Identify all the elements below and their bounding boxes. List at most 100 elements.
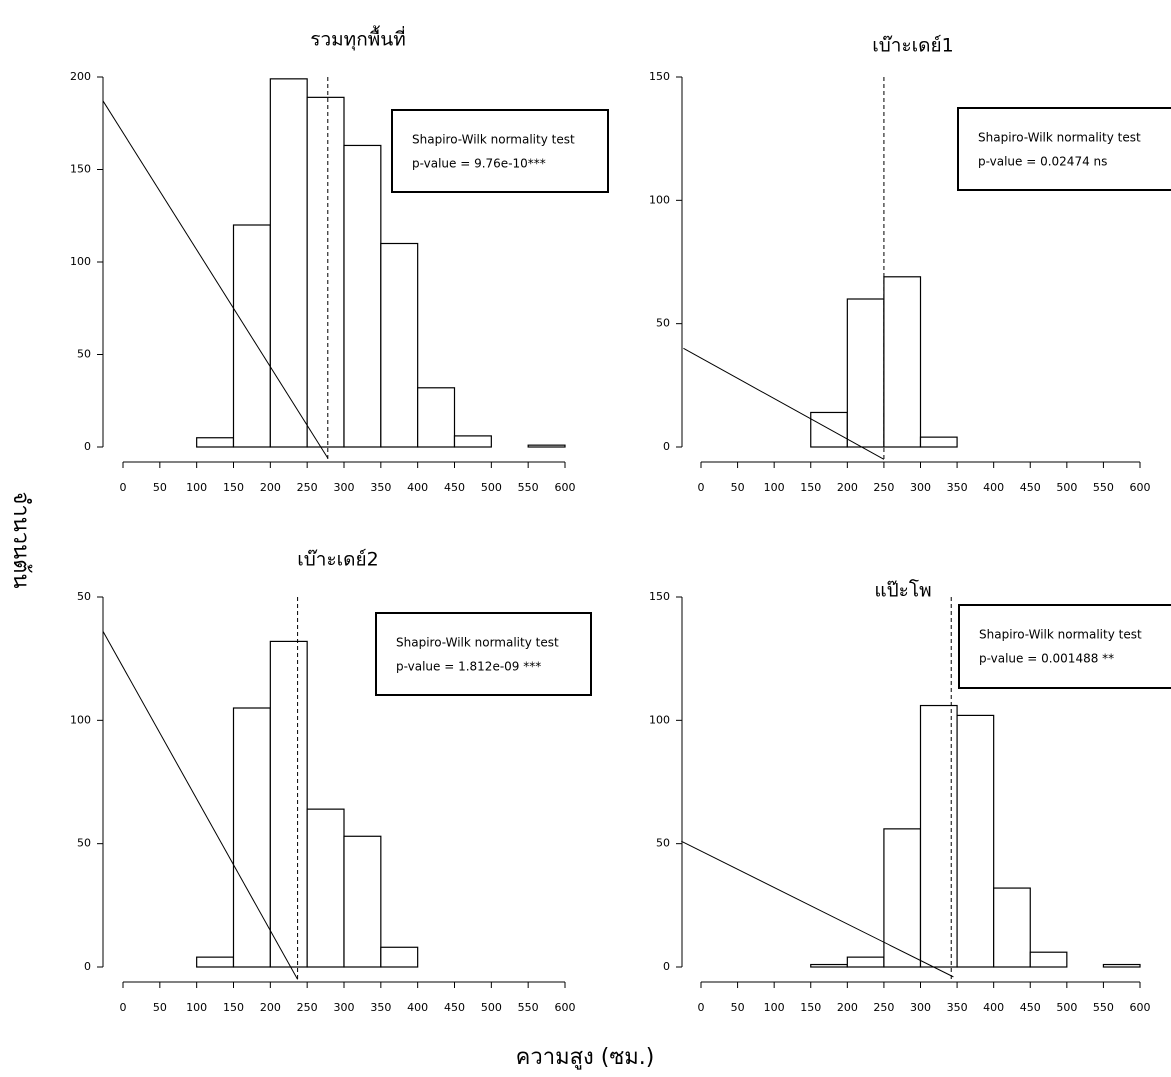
fit-line: [683, 347, 885, 460]
bar: [846, 298, 885, 448]
x-tick-label: 300: [334, 481, 355, 494]
x-tick-label: 450: [1020, 481, 1041, 494]
y-tick-label: 50: [77, 348, 91, 361]
annotation-text: p-value = 0.001488 **: [979, 652, 1114, 666]
bar: [883, 828, 922, 968]
y-tick-label: 0: [663, 960, 670, 973]
annotation-text: p-value = 9.76e-10***: [412, 157, 546, 171]
y-tick-label: 50: [656, 837, 670, 850]
x-tick-label: 0: [120, 481, 127, 494]
chart-title: เบ๊าะเดย์1: [872, 35, 953, 57]
annotation-box: [391, 109, 609, 193]
x-tick-label: 200: [837, 481, 858, 494]
annotation-text: Shapiro-Wilk normality test: [412, 133, 575, 147]
bar: [306, 808, 345, 968]
x-tick-label: 600: [1130, 481, 1151, 494]
annotation-text: Shapiro-Wilk normality test: [396, 636, 559, 650]
bar: [196, 437, 235, 448]
bar: [196, 956, 235, 968]
y-tick-label: 0: [663, 440, 670, 453]
bar: [527, 444, 566, 448]
y-axis-label: จำนวนต้น: [8, 491, 33, 588]
x-tick-label: 250: [297, 1001, 318, 1014]
annotation-text: p-value = 1.812e-09 ***: [396, 660, 541, 674]
bar: [1102, 963, 1141, 968]
y-tick-label: 100: [649, 193, 670, 206]
y-tick-label: 100: [70, 255, 91, 268]
x-tick-label: 150: [800, 481, 821, 494]
x-tick-label: 550: [518, 481, 539, 494]
y-tick-label: 50: [656, 317, 670, 330]
y-tick-label: 50: [77, 590, 91, 603]
y-tick-label: 150: [70, 163, 91, 176]
x-tick-label: 50: [731, 481, 745, 494]
annotation-box: [958, 604, 1171, 689]
annotation-text: Shapiro-Wilk normality test: [978, 131, 1141, 145]
bar: [846, 956, 885, 968]
x-tick-label: 450: [1020, 1001, 1041, 1014]
x-tick-label: 350: [370, 1001, 391, 1014]
bar: [343, 144, 382, 448]
x-tick-label: 350: [370, 481, 391, 494]
x-tick-label: 250: [873, 481, 894, 494]
x-tick-label: 350: [947, 481, 968, 494]
x-tick-label: 400: [983, 1001, 1004, 1014]
annotation-box: [957, 107, 1171, 191]
x-tick-label: 500: [1056, 1001, 1077, 1014]
bar: [883, 276, 922, 448]
bar: [1029, 951, 1068, 968]
x-tick-label: 200: [260, 1001, 281, 1014]
x-tick-label: 300: [910, 1001, 931, 1014]
y-tick-label: 150: [649, 590, 670, 603]
x-tick-label: 500: [1056, 481, 1077, 494]
annotation-text: p-value = 0.02474 ns: [978, 155, 1107, 169]
x-tick-label: 600: [555, 1001, 576, 1014]
annotation-text: Shapiro-Wilk normality test: [979, 628, 1142, 642]
x-tick-label: 400: [983, 481, 1004, 494]
bar: [306, 96, 345, 448]
x-tick-label: 100: [186, 1001, 207, 1014]
fit-line: [102, 631, 299, 980]
x-tick-label: 150: [800, 1001, 821, 1014]
annotation-box: [375, 612, 592, 696]
x-tick-label: 400: [407, 1001, 428, 1014]
x-tick-label: 600: [1130, 1001, 1151, 1014]
bar: [993, 887, 1031, 968]
bar: [417, 387, 456, 448]
fit-line: [102, 100, 329, 459]
x-tick-label: 250: [297, 481, 318, 494]
x-tick-label: 300: [910, 481, 931, 494]
y-tick-label: 150: [649, 70, 670, 83]
x-tick-label: 50: [153, 1001, 167, 1014]
bar: [269, 78, 308, 448]
x-tick-label: 300: [334, 1001, 355, 1014]
x-tick-label: 350: [947, 1001, 968, 1014]
x-tick-label: 200: [837, 1001, 858, 1014]
fit-line: [681, 840, 954, 978]
x-tick-label: 400: [407, 481, 428, 494]
x-tick-label: 150: [223, 481, 244, 494]
x-tick-label: 450: [444, 481, 465, 494]
bar: [232, 224, 271, 448]
x-tick-label: 150: [223, 1001, 244, 1014]
y-tick-label: 50: [77, 837, 91, 850]
x-tick-label: 100: [764, 481, 785, 494]
y-tick-label: 200: [70, 70, 91, 83]
x-tick-label: 0: [698, 481, 705, 494]
x-tick-label: 50: [731, 1001, 745, 1014]
y-tick-label: 0: [84, 960, 91, 973]
bar: [380, 946, 419, 968]
bar: [232, 707, 271, 968]
y-tick-label: 100: [70, 713, 91, 726]
x-tick-label: 600: [555, 481, 576, 494]
y-tick-label: 100: [649, 713, 670, 726]
x-tick-label: 550: [518, 1001, 539, 1014]
x-tick-label: 100: [186, 481, 207, 494]
bar: [810, 411, 848, 448]
bar: [453, 435, 492, 448]
x-tick-label: 450: [444, 1001, 465, 1014]
x-tick-label: 100: [764, 1001, 785, 1014]
chart-title: รวมทุกพื้นที่: [310, 26, 405, 52]
chart-title: แป๊ะโพ: [874, 579, 931, 602]
